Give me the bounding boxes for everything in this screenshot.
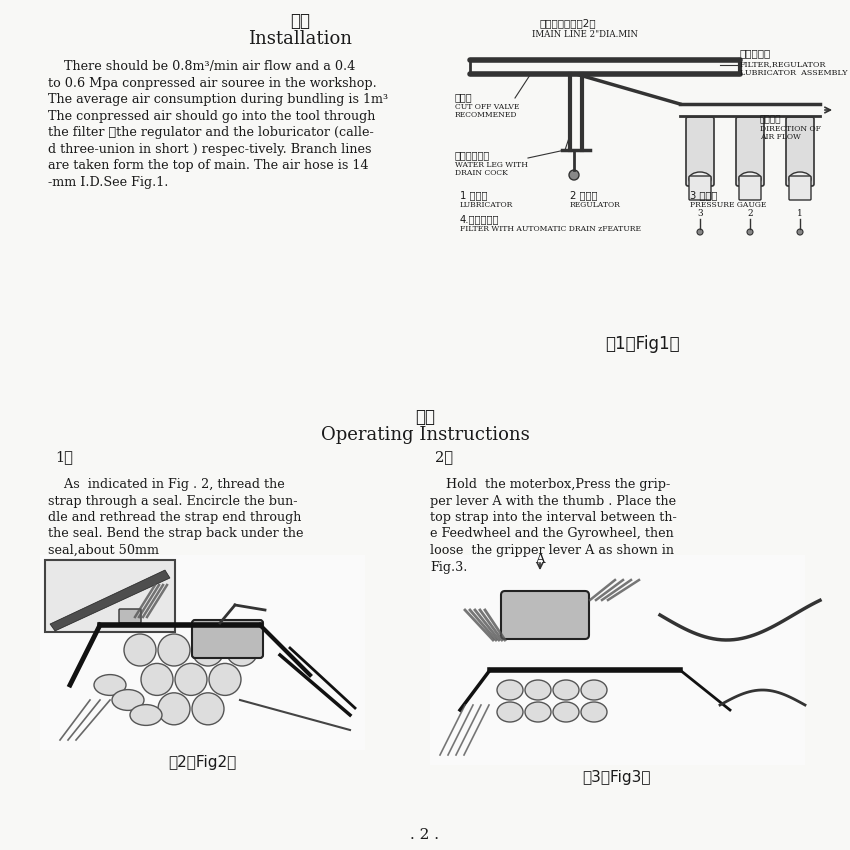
- Ellipse shape: [94, 675, 126, 695]
- Text: d three-union in short ) respec-tively. Branch lines: d three-union in short ) respec-tively. …: [48, 143, 371, 156]
- Text: loose  the gripper lever A as shown in: loose the gripper lever A as shown in: [430, 544, 674, 557]
- FancyBboxPatch shape: [430, 555, 805, 765]
- Text: the seal. Bend the strap back under the: the seal. Bend the strap back under the: [48, 528, 303, 541]
- Text: 关闭阀: 关闭阀: [455, 92, 473, 102]
- Text: 每天清除积水: 每天清除积水: [455, 150, 490, 160]
- Text: 3: 3: [697, 209, 703, 218]
- Ellipse shape: [739, 172, 761, 186]
- Text: As  indicated in Fig . 2, thread the: As indicated in Fig . 2, thread the: [48, 478, 285, 491]
- FancyBboxPatch shape: [501, 591, 589, 639]
- FancyBboxPatch shape: [686, 117, 714, 186]
- Text: Fig.3.: Fig.3.: [430, 560, 468, 574]
- Ellipse shape: [553, 680, 579, 700]
- Text: WATER LEG WITH: WATER LEG WITH: [455, 161, 528, 169]
- Circle shape: [124, 634, 156, 666]
- Circle shape: [747, 229, 753, 235]
- FancyBboxPatch shape: [45, 560, 175, 632]
- Ellipse shape: [581, 680, 607, 700]
- FancyBboxPatch shape: [689, 176, 711, 200]
- Ellipse shape: [553, 702, 579, 722]
- Text: DRAIN COCK: DRAIN COCK: [455, 169, 507, 177]
- Text: FILTER WITH AUTOMATIC DRAIN zFEATURE: FILTER WITH AUTOMATIC DRAIN zFEATURE: [460, 225, 641, 233]
- Ellipse shape: [497, 702, 523, 722]
- Text: The conpressed air should go into the tool through: The conpressed air should go into the to…: [48, 110, 376, 122]
- Text: The average air consumption during bundling is 1m³: The average air consumption during bundl…: [48, 93, 388, 106]
- FancyBboxPatch shape: [789, 176, 811, 200]
- Ellipse shape: [130, 705, 162, 725]
- Text: 1、: 1、: [55, 450, 73, 464]
- Ellipse shape: [581, 702, 607, 722]
- Circle shape: [192, 693, 224, 725]
- Text: 三、: 三、: [415, 408, 435, 426]
- Text: PRESSURE GAUGE: PRESSURE GAUGE: [690, 201, 767, 209]
- Text: Operating Instructions: Operating Instructions: [320, 426, 530, 444]
- FancyBboxPatch shape: [786, 117, 814, 186]
- FancyBboxPatch shape: [739, 176, 761, 200]
- Text: per lever A with the thumb . Place the: per lever A with the thumb . Place the: [430, 495, 676, 507]
- Text: are taken form the top of main. The air hose is 14: are taken form the top of main. The air …: [48, 159, 369, 172]
- Polygon shape: [50, 570, 170, 631]
- Text: LUBRICATOR  ASSEMBLY: LUBRICATOR ASSEMBLY: [740, 69, 847, 77]
- Ellipse shape: [525, 702, 551, 722]
- Text: There should be 0.8m³/min air flow and a 0.4: There should be 0.8m³/min air flow and a…: [48, 60, 355, 73]
- Text: e Feedwheel and the Gyrowheel, then: e Feedwheel and the Gyrowheel, then: [430, 528, 674, 541]
- Text: 二、: 二、: [290, 12, 310, 30]
- Circle shape: [175, 663, 207, 695]
- Text: 4.油水分离器: 4.油水分离器: [460, 214, 500, 224]
- Text: to 0.6 Mpa conpressed air souree in the workshop.: to 0.6 Mpa conpressed air souree in the …: [48, 76, 377, 89]
- Ellipse shape: [497, 680, 523, 700]
- Circle shape: [209, 663, 241, 695]
- Text: CUT OFF VALVE: CUT OFF VALVE: [455, 103, 519, 111]
- FancyBboxPatch shape: [119, 609, 141, 623]
- FancyBboxPatch shape: [736, 117, 764, 186]
- Text: seal,about 50mm: seal,about 50mm: [48, 544, 159, 557]
- Circle shape: [158, 693, 190, 725]
- Text: 图1（Fig1）: 图1（Fig1）: [604, 335, 679, 353]
- Text: dle and rethread the strap end through: dle and rethread the strap end through: [48, 511, 302, 524]
- Text: RECOMMENED: RECOMMENED: [455, 111, 518, 119]
- FancyBboxPatch shape: [192, 620, 263, 658]
- Text: Hold  the moterbox,Press the grip-: Hold the moterbox,Press the grip-: [430, 478, 671, 491]
- Circle shape: [158, 634, 190, 666]
- Text: -mm I.D.See Fig.1.: -mm I.D.See Fig.1.: [48, 175, 168, 189]
- Text: 1: 1: [797, 209, 803, 218]
- Text: 气源三联件: 气源三联件: [740, 48, 771, 58]
- Text: LUBRICATOR: LUBRICATOR: [460, 201, 513, 209]
- Text: Installation: Installation: [248, 30, 352, 48]
- Text: A: A: [535, 553, 545, 566]
- Text: . 2 .: . 2 .: [411, 828, 439, 842]
- Text: DIRECTION OF: DIRECTION OF: [760, 125, 821, 133]
- Text: 气流方向: 气流方向: [760, 115, 781, 124]
- Text: IMAIN LINE 2"DIA.MIN: IMAIN LINE 2"DIA.MIN: [532, 30, 638, 39]
- Text: 3 压力表: 3 压力表: [690, 190, 717, 200]
- Text: 主管最小直径为2寸: 主管最小直径为2寸: [540, 18, 597, 28]
- Text: REGULATOR: REGULATOR: [570, 201, 620, 209]
- Text: 2、: 2、: [435, 450, 453, 464]
- Circle shape: [141, 663, 173, 695]
- Text: AIR FLOW: AIR FLOW: [760, 133, 801, 141]
- Text: 1 注油器: 1 注油器: [460, 190, 488, 200]
- Ellipse shape: [689, 172, 711, 186]
- Text: strap through a seal. Encircle the bun-: strap through a seal. Encircle the bun-: [48, 495, 298, 507]
- Ellipse shape: [525, 680, 551, 700]
- Text: the filter 、the regulator and the loburicator (calle-: the filter 、the regulator and the loburi…: [48, 126, 374, 139]
- Circle shape: [697, 229, 703, 235]
- Circle shape: [569, 170, 579, 180]
- FancyBboxPatch shape: [40, 555, 365, 750]
- Circle shape: [797, 229, 803, 235]
- Text: 图2（Fig2）: 图2（Fig2）: [167, 755, 236, 770]
- Text: 2: 2: [747, 209, 753, 218]
- Ellipse shape: [112, 689, 144, 711]
- Text: 图3（Fig3）: 图3（Fig3）: [583, 770, 651, 785]
- Text: 2 调节器: 2 调节器: [570, 190, 598, 200]
- Ellipse shape: [789, 172, 811, 186]
- Text: top strap into the interval between th-: top strap into the interval between th-: [430, 511, 677, 524]
- Circle shape: [226, 634, 258, 666]
- Circle shape: [192, 634, 224, 666]
- Text: FILTER,REGULATOR: FILTER,REGULATOR: [740, 60, 826, 68]
